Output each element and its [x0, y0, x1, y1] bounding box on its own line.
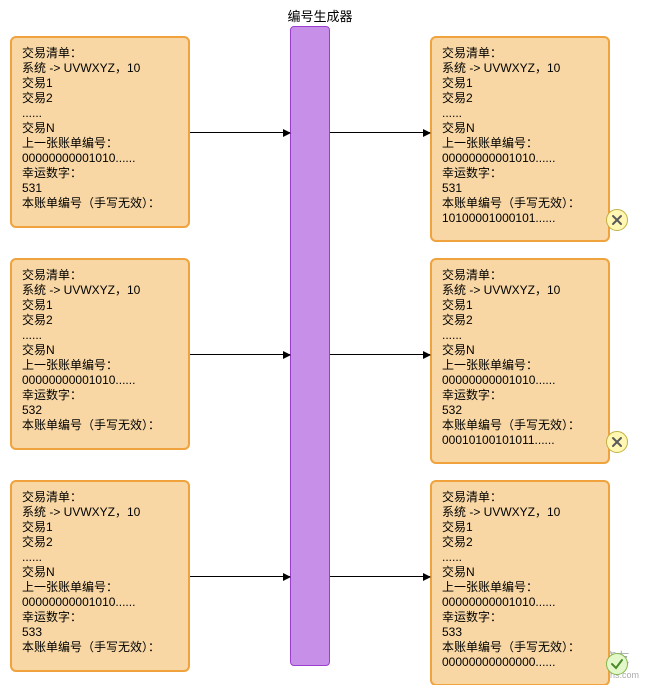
tx-card-left-3-line: 交易清单：	[22, 490, 178, 505]
tx-card-left-2-line: 交易N	[22, 343, 178, 358]
tx-card-right-2-line: 交易清单：	[442, 268, 598, 283]
tx-card-left-3-line: 交易1	[22, 520, 178, 535]
tx-card-right-1-line: 系统 -> UVWXYZ，10	[442, 61, 598, 76]
tx-card-left-1-line: 交易N	[22, 121, 178, 136]
tx-card-right-1-line: 上一张账单编号：	[442, 136, 598, 151]
tx-card-left-3-line: 上一张账单编号：	[22, 580, 178, 595]
tx-card-right-3-line: 本账单编号（手写无效）：	[442, 640, 598, 655]
tx-card-right-1-line: 10100001000101......	[442, 211, 598, 226]
tx-card-right-3-line: 533	[442, 625, 598, 640]
tx-card-right-3-line: 交易清单：	[442, 490, 598, 505]
tx-card-left-1-line: 交易1	[22, 76, 178, 91]
tx-card-left-2-line: 交易1	[22, 298, 178, 313]
arrow-left-2-to-pillar	[190, 354, 290, 355]
tx-card-right-2-line: 交易2	[442, 313, 598, 328]
tx-card-right-2-line: 交易1	[442, 298, 598, 313]
id-generator-pillar	[290, 26, 330, 666]
tx-card-left-1: 交易清单：系统 -> UVWXYZ，10交易1交易2......交易N上一张账单…	[10, 36, 190, 228]
tx-card-right-3-line: ......	[442, 550, 598, 565]
tx-card-left-3-line: 交易N	[22, 565, 178, 580]
tx-card-left-3-line: 交易2	[22, 535, 178, 550]
tx-card-left-1-line: 本账单编号（手写无效）：	[22, 196, 178, 211]
tx-card-right-2-line: 532	[442, 403, 598, 418]
tx-card-right-1: 交易清单：系统 -> UVWXYZ，10交易1交易2......交易N上一张账单…	[430, 36, 610, 242]
tx-card-left-3-line: 533	[22, 625, 178, 640]
tx-card-left-2-line: 系统 -> UVWXYZ，10	[22, 283, 178, 298]
tx-card-right-3: 交易清单：系统 -> UVWXYZ，10交易1交易2......交易N上一张账单…	[430, 480, 610, 685]
tx-card-right-1-line: 531	[442, 181, 598, 196]
tx-card-right-3-line: 上一张账单编号：	[442, 580, 598, 595]
tx-card-left-2-line: 上一张账单编号：	[22, 358, 178, 373]
tx-card-left-3: 交易清单：系统 -> UVWXYZ，10交易1交易2......交易N上一张账单…	[10, 480, 190, 672]
tx-card-right-1-line: 交易2	[442, 91, 598, 106]
tx-card-right-2-line: 幸运数字：	[442, 388, 598, 403]
tx-card-left-2-line: 本账单编号（手写无效）：	[22, 418, 178, 433]
tx-card-right-3-line: 幸运数字：	[442, 610, 598, 625]
status-badge-2	[606, 431, 628, 453]
tx-card-left-3-line: 本账单编号（手写无效）：	[22, 640, 178, 655]
diagram-stage: 编号生成器 电子发烧友 www.elecfans.com 交易清单：系统 -> …	[0, 0, 647, 685]
tx-card-left-2-line: 交易2	[22, 313, 178, 328]
cross-icon	[609, 212, 625, 228]
tx-card-left-3-line: 00000000001010......	[22, 595, 178, 610]
tx-card-right-3-line: 系统 -> UVWXYZ，10	[442, 505, 598, 520]
tx-card-right-2-line: 上一张账单编号：	[442, 358, 598, 373]
status-badge-1	[606, 209, 628, 231]
tx-card-right-3-line: 交易1	[442, 520, 598, 535]
tx-card-right-2-line: 系统 -> UVWXYZ，10	[442, 283, 598, 298]
tx-card-right-1-line: ......	[442, 106, 598, 121]
tx-card-left-2-line: ......	[22, 328, 178, 343]
tx-card-right-1-line: 00000000001010......	[442, 151, 598, 166]
status-badge-3	[606, 653, 628, 675]
tx-card-right-3-line: 00000000000000......	[442, 655, 598, 670]
check-icon	[609, 656, 625, 672]
tx-card-left-1-line: 交易清单：	[22, 46, 178, 61]
cross-icon	[609, 434, 625, 450]
diagram-title: 编号生成器	[280, 6, 360, 25]
arrow-pillar-to-right-2	[330, 354, 430, 355]
tx-card-left-1-line: 531	[22, 181, 178, 196]
tx-card-right-1-line: 交易清单：	[442, 46, 598, 61]
tx-card-left-2: 交易清单：系统 -> UVWXYZ，10交易1交易2......交易N上一张账单…	[10, 258, 190, 450]
tx-card-left-2-line: 幸运数字：	[22, 388, 178, 403]
tx-card-left-3-line: 系统 -> UVWXYZ，10	[22, 505, 178, 520]
tx-card-left-3-line: 幸运数字：	[22, 610, 178, 625]
tx-card-right-1-line: 交易1	[442, 76, 598, 91]
tx-card-right-1-line: 幸运数字：	[442, 166, 598, 181]
tx-card-left-1-line: 00000000001010......	[22, 151, 178, 166]
arrow-left-1-to-pillar	[190, 132, 290, 133]
tx-card-right-2-line: 本账单编号（手写无效）：	[442, 418, 598, 433]
tx-card-left-2-line: 交易清单：	[22, 268, 178, 283]
tx-card-right-2-line: 00010100101011......	[442, 433, 598, 448]
tx-card-left-1-line: ......	[22, 106, 178, 121]
tx-card-right-1-line: 本账单编号（手写无效）：	[442, 196, 598, 211]
tx-card-right-3-line: 交易N	[442, 565, 598, 580]
tx-card-left-2-line: 00000000001010......	[22, 373, 178, 388]
tx-card-left-3-line: ......	[22, 550, 178, 565]
arrow-pillar-to-right-3	[330, 576, 430, 577]
tx-card-right-2-line: 交易N	[442, 343, 598, 358]
tx-card-right-3-line: 00000000001010......	[442, 595, 598, 610]
tx-card-left-1-line: 交易2	[22, 91, 178, 106]
tx-card-right-3-line: 交易2	[442, 535, 598, 550]
arrow-left-3-to-pillar	[190, 576, 290, 577]
arrow-pillar-to-right-1	[330, 132, 430, 133]
tx-card-left-2-line: 532	[22, 403, 178, 418]
tx-card-left-1-line: 上一张账单编号：	[22, 136, 178, 151]
tx-card-right-2: 交易清单：系统 -> UVWXYZ，10交易1交易2......交易N上一张账单…	[430, 258, 610, 464]
tx-card-right-2-line: 00000000001010......	[442, 373, 598, 388]
tx-card-left-1-line: 系统 -> UVWXYZ，10	[22, 61, 178, 76]
tx-card-left-1-line: 幸运数字：	[22, 166, 178, 181]
tx-card-right-1-line: 交易N	[442, 121, 598, 136]
tx-card-right-2-line: ......	[442, 328, 598, 343]
